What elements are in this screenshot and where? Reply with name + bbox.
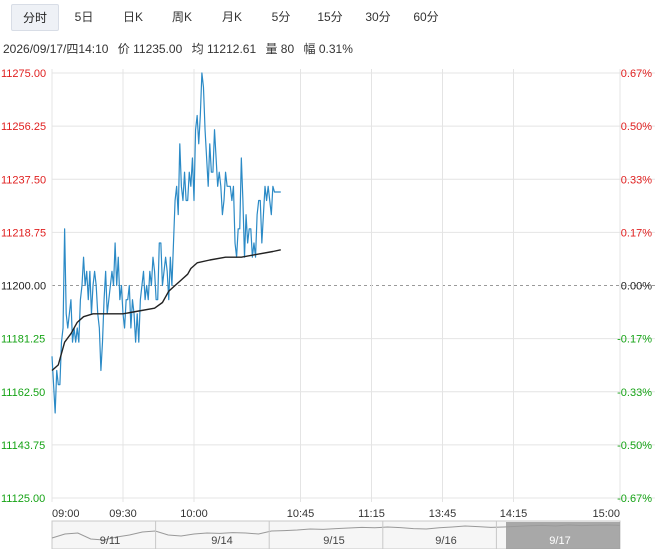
navigator-date-label: 9/16: [435, 535, 456, 547]
time-navigator[interactable]: 9/11 9/14 9/15 9/16 9/17: [51, 520, 621, 549]
y-tick-label: 11181.25: [1, 334, 45, 346]
tab-60min[interactable]: 60分: [413, 10, 439, 24]
tab-30min[interactable]: 30分: [365, 10, 391, 24]
x-tick-label: 14:15: [500, 508, 528, 520]
navigator-selection[interactable]: [506, 522, 620, 549]
average-line: [51, 249, 281, 372]
navigator-date-label: 9/14: [211, 535, 232, 547]
pct-tick-label: 0.00%: [621, 281, 652, 293]
grid-lines: [51, 69, 655, 502]
quote-info-bar: 2026/09/17/四14:10 价 11235.00 均 11212.61 …: [3, 40, 359, 57]
tab-5day[interactable]: 5日: [74, 10, 94, 24]
x-tick-label: 10:45: [287, 508, 315, 520]
tab-15min[interactable]: 15分: [317, 10, 343, 24]
pct-tick-label: -0.67%: [617, 493, 652, 505]
x-tick-label: 11:15: [358, 508, 385, 520]
y-tick-label: 11200.00: [1, 281, 46, 293]
y-tick-label: 11256.25: [1, 121, 46, 133]
pct-tick-label: -0.17%: [617, 334, 652, 346]
quote-datetime: 2026/09/17/四14:10: [3, 42, 109, 56]
pct-tick-label: 0.17%: [621, 227, 652, 239]
y-tick-label: 11125.00: [1, 493, 45, 505]
quote-average: 均 11212.61: [191, 42, 257, 56]
x-tick-label: 13:45: [429, 508, 457, 520]
y-tick-label: 11275.00: [1, 68, 46, 80]
period-tabs: 分时 5日 日K 周K 月K 5分 15分 30分 60分: [0, 0, 660, 34]
y-tick-label: 11162.50: [1, 387, 45, 399]
pct-tick-label: -0.33%: [617, 387, 652, 399]
x-tick-label: 10:00: [180, 508, 208, 520]
chart-lines: [51, 72, 281, 414]
tab-daily-k[interactable]: 日K: [122, 10, 143, 24]
y-tick-label: 11218.75: [1, 227, 46, 239]
y-tick-label: 11143.75: [1, 440, 45, 452]
quote-amplitude: 幅 0.31%: [303, 42, 353, 56]
quote-price: 价 11235.00: [117, 42, 183, 56]
tab-5min[interactable]: 5分: [271, 10, 291, 24]
x-tick-label: 09:00: [52, 508, 80, 520]
tab-intraday[interactable]: 分时: [11, 4, 59, 31]
price-line: [51, 72, 281, 414]
quote-volume: 量 80: [265, 42, 295, 56]
x-tick-label: 15:00: [592, 508, 620, 520]
navigator-date-label: 9/11: [100, 535, 121, 547]
pct-tick-label: 0.50%: [621, 121, 652, 133]
tab-monthly-k[interactable]: 月K: [221, 10, 242, 24]
pct-tick-label: -0.50%: [617, 440, 652, 452]
x-tick-label: 09:30: [109, 508, 137, 520]
tab-weekly-k[interactable]: 周K: [171, 10, 192, 24]
axis-labels: 11275.00 0.67% 11256.25 0.50% 11237.50 0.33% 1…: [1, 68, 652, 520]
y-tick-label: 11237.50: [1, 174, 46, 186]
pct-tick-label: 0.33%: [621, 174, 652, 186]
navigator-date-label: 9/17: [549, 535, 570, 547]
navigator-date-label: 9/15: [323, 535, 344, 547]
pct-tick-label: 0.67%: [621, 68, 652, 80]
